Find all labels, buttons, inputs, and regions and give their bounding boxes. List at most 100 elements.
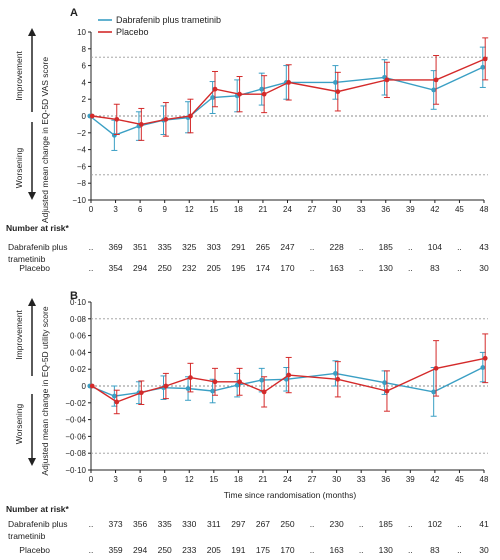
risk-count-placebo-b: 175	[256, 545, 270, 555]
panel-b-label: B	[70, 290, 78, 302]
y-tick-label-b: −0·04	[65, 416, 86, 425]
risk-count-dt-b: 185	[379, 519, 393, 529]
data-point-placebo-b	[286, 372, 292, 378]
data-point-placebo-b	[163, 383, 169, 389]
data-point-placebo-b	[433, 365, 439, 371]
data-point-dt-a	[210, 95, 216, 100]
risk-count-dt-a: ..	[359, 242, 364, 252]
data-point-placebo-a	[114, 116, 120, 122]
risk-count-dt-a: 351	[133, 242, 147, 252]
worsening-label-b: Worsening	[14, 403, 24, 444]
x-tick-label-b: 15	[209, 475, 218, 484]
risk-count-dt-b: 250	[280, 519, 294, 529]
y-tick-label-b: 0·02	[70, 365, 87, 374]
risk-count-placebo-b: 30	[479, 545, 489, 555]
data-point-placebo-a	[237, 91, 242, 97]
data-point-dt-b	[111, 393, 117, 399]
data-point-dt-b	[333, 371, 338, 376]
data-point-dt-b	[210, 388, 216, 394]
risk-label-b-dt-1: Dabrafenib plus	[8, 519, 68, 529]
x-tick-label-a: 48	[480, 205, 489, 214]
data-point-placebo-b	[89, 383, 95, 389]
x-tick-label-b: 42	[430, 475, 439, 484]
data-point-placebo-a	[261, 91, 267, 97]
data-point-dt-b	[185, 386, 191, 391]
risk-count-placebo-a: 354	[108, 263, 122, 273]
y-tick-label-a: −6	[77, 162, 87, 171]
risk-count-dt-b: ..	[359, 519, 364, 529]
risk-count-dt-a: ..	[89, 242, 94, 252]
x-tick-label-a: 15	[209, 205, 218, 214]
risk-count-dt-a: 247	[280, 242, 294, 252]
improvement-arrow-a	[28, 28, 36, 112]
risk-count-dt-a: 335	[158, 242, 172, 252]
y-tick-label-b: 0·04	[70, 348, 87, 357]
data-point-dt-a	[111, 132, 117, 138]
risk-count-placebo-a: 250	[158, 263, 172, 273]
x-tick-label-b: 36	[381, 475, 390, 484]
data-point-placebo-b	[384, 388, 390, 394]
risk-count-placebo-a: 83	[430, 263, 440, 273]
risk-count-dt-a: 303	[207, 242, 221, 252]
x-tick-label-b: 21	[258, 475, 267, 484]
data-point-placebo-a	[89, 113, 95, 119]
worsening-arrow-a	[28, 122, 36, 200]
risk-count-dt-a: ..	[408, 242, 413, 252]
y-axis-title-a: Adjusted mean change in EQ-5D VAS score	[40, 57, 50, 223]
risk-count-dt-a: 265	[256, 242, 270, 252]
risk-count-placebo-a: 163	[330, 263, 344, 273]
risk-count-placebo-b: 163	[330, 545, 344, 555]
x-tick-label-b: 33	[357, 475, 366, 484]
y-tick-label-b: −0·10	[65, 466, 86, 475]
data-point-dt-b	[259, 377, 265, 383]
x-tick-label-a: 45	[455, 205, 464, 214]
risk-count-placebo-a: 232	[182, 263, 196, 273]
worsening-arrow-b	[28, 394, 36, 466]
risk-count-dt-a: ..	[310, 242, 315, 252]
data-point-placebo-b	[237, 379, 242, 385]
risk-count-placebo-a: 205	[207, 263, 221, 273]
x-tick-label-b: 30	[332, 475, 341, 484]
data-point-placebo-a	[163, 116, 169, 122]
improvement-label-a: Improvement	[14, 51, 24, 101]
data-point-placebo-a	[335, 89, 341, 95]
legend: Dabrafenib plus trametinib Placebo	[98, 15, 221, 37]
data-point-dt-b	[382, 380, 387, 386]
x-tick-label-a: 36	[381, 205, 390, 214]
risk-count-dt-b: 267	[256, 519, 270, 529]
risk-count-placebo-b: ..	[359, 545, 364, 555]
risk-count-placebo-b: 191	[231, 545, 245, 555]
x-tick-label-b: 45	[455, 475, 464, 484]
risk-label-b-dt-2: trametinib	[8, 531, 46, 541]
x-tick-label-a: 42	[430, 205, 439, 214]
worsening-label-a: Worsening	[14, 147, 24, 188]
x-tick-label-b: 9	[162, 475, 167, 484]
y-tick-label-a: 8	[82, 45, 87, 54]
data-point-placebo-b	[261, 389, 267, 395]
x-tick-label-b: 12	[185, 475, 194, 484]
data-point-dt-b	[234, 382, 240, 388]
risk-count-placebo-a: 130	[379, 263, 393, 273]
risk-label-a-dt-2: trametinib	[8, 254, 46, 264]
y-tick-label-b: 0·08	[70, 315, 87, 324]
risk-count-dt-a: 185	[379, 242, 393, 252]
risk-count-dt-b: 102	[428, 519, 442, 529]
risk-count-placebo-b: ..	[457, 545, 462, 555]
data-point-placebo-b	[335, 376, 341, 382]
data-point-placebo-b	[188, 375, 193, 380]
x-tick-label-a: 27	[308, 205, 317, 214]
y-tick-label-a: 4	[82, 78, 87, 87]
data-point-placebo-b	[212, 379, 218, 385]
risk-count-placebo-b: 250	[158, 545, 172, 555]
y-tick-label-b: −0·06	[65, 432, 86, 441]
risk-count-dt-b: 41	[479, 519, 489, 529]
y-tick-label-b: −0·02	[65, 399, 86, 408]
risk-count-dt-b: 297	[231, 519, 245, 529]
risk-count-placebo-b: ..	[89, 545, 94, 555]
risk-count-dt-b: 311	[207, 519, 221, 529]
legend-label-dt: Dabrafenib plus trametinib	[116, 15, 221, 25]
risk-count-dt-b: 335	[158, 519, 172, 529]
data-point-dt-a	[333, 80, 338, 85]
x-tick-label-a: 12	[185, 205, 194, 214]
risk-label-a-dt-1: Dabrafenib plus	[8, 242, 68, 252]
